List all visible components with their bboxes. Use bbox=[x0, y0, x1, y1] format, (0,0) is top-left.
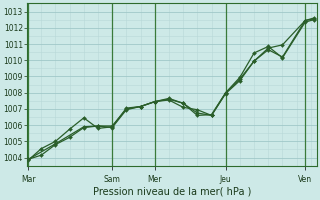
X-axis label: Pression niveau de la mer( hPa ): Pression niveau de la mer( hPa ) bbox=[92, 187, 251, 197]
